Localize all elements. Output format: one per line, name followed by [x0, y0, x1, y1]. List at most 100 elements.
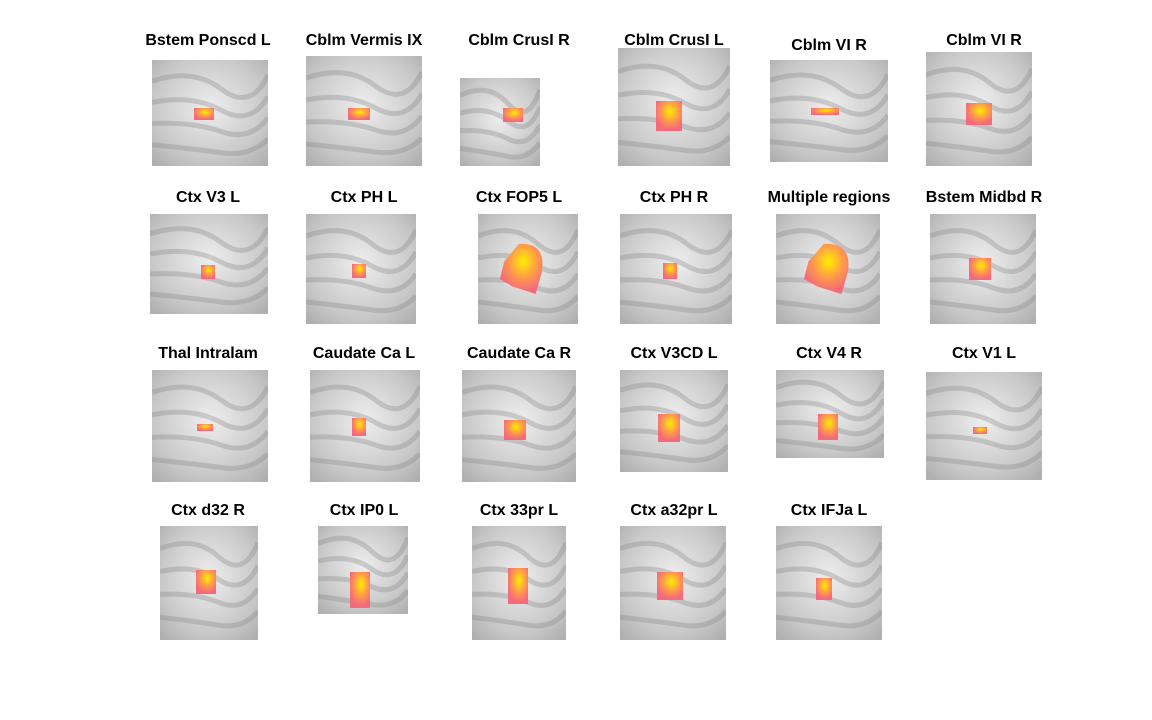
slice-texture — [620, 250, 732, 275]
brain-slice-image — [618, 48, 730, 166]
activation-overlay — [348, 108, 370, 120]
brain-slice-image — [620, 214, 732, 324]
slice-texture — [310, 407, 420, 431]
brain-slice-image — [460, 78, 540, 166]
slice-background — [926, 372, 1042, 480]
slice-texture — [150, 226, 268, 253]
panel-title: Bstem Midbd R — [925, 189, 1043, 206]
slice-texture — [776, 564, 882, 588]
slice-texture — [472, 564, 566, 588]
activation-overlay — [657, 572, 683, 600]
panel-title: Ctx PH R — [639, 189, 709, 206]
slice-graphic — [152, 370, 268, 482]
slice-background — [460, 78, 540, 166]
slice-texture — [160, 587, 258, 608]
brain-slice-image — [160, 526, 258, 640]
slice-texture — [776, 294, 880, 314]
slice-texture — [152, 384, 268, 412]
slice-texture — [926, 385, 1042, 413]
slice-texture — [478, 228, 578, 255]
activation-overlay — [352, 264, 366, 278]
slice-texture — [478, 294, 578, 314]
activation-overlay — [973, 427, 987, 434]
slice-texture — [776, 609, 882, 629]
slice-graphic — [930, 214, 1036, 324]
activation-overlay — [201, 265, 215, 279]
panel-title: Ctx V3CD L — [630, 345, 718, 362]
slice-texture — [460, 140, 540, 160]
slice-texture — [930, 294, 1036, 314]
slice-background — [150, 214, 268, 314]
activation-overlay — [811, 108, 839, 115]
slice-graphic — [150, 214, 268, 314]
slice-texture — [930, 228, 1036, 255]
slice-texture — [160, 540, 258, 568]
slice-texture — [776, 228, 880, 255]
brain-slice-image — [306, 214, 416, 324]
activation-overlay — [658, 414, 680, 442]
brain-slice-image — [926, 52, 1032, 166]
slice-texture — [620, 564, 726, 588]
slice-texture — [620, 382, 728, 410]
slice-texture — [318, 588, 408, 608]
panel-title: Ctx FOP5 L — [475, 189, 563, 206]
slice-graphic — [152, 60, 268, 166]
activation-overlay — [656, 101, 682, 131]
panel-title: Cblm CrusI L — [624, 32, 724, 49]
slice-texture — [620, 443, 728, 463]
brain-slice-image — [776, 526, 882, 640]
activation-overlay — [196, 570, 216, 594]
slice-graphic — [620, 526, 726, 640]
slice-texture — [306, 136, 422, 156]
slice-texture — [462, 407, 576, 431]
activation-overlay — [508, 568, 528, 604]
activation-overlay — [966, 103, 992, 125]
slice-graphic — [776, 370, 884, 458]
brain-slice-image — [152, 60, 268, 166]
brain-slice-image — [776, 214, 880, 324]
slice-texture — [478, 272, 578, 294]
panel-title: Cblm CrusI R — [468, 32, 570, 49]
brain-slice-image — [306, 56, 422, 166]
slice-texture — [620, 228, 732, 255]
panel-title: Caudate Ca L — [312, 345, 416, 362]
activation-overlay — [503, 108, 523, 122]
panel-title: Cblm VI R — [946, 32, 1022, 49]
slice-texture — [310, 429, 420, 451]
slice-texture — [472, 609, 566, 629]
brain-slice-image — [152, 370, 268, 482]
slice-texture — [152, 429, 268, 451]
brain-slice-image — [150, 214, 268, 314]
slice-texture — [306, 294, 416, 314]
activation-overlay — [818, 414, 838, 440]
activation-overlay — [352, 418, 366, 436]
slice-texture — [926, 112, 1032, 134]
slice-texture — [776, 415, 884, 437]
panel-title: Ctx PH L — [330, 189, 398, 206]
panel-title: Cblm Vermis IX — [305, 32, 423, 49]
slice-texture — [152, 407, 268, 431]
slice-texture — [160, 564, 258, 588]
slice-texture — [620, 609, 726, 629]
slice-graphic — [478, 214, 578, 324]
slice-texture — [306, 250, 416, 275]
slice-texture — [306, 70, 422, 97]
slice-texture — [150, 266, 268, 288]
panel-title: Cblm VI R — [791, 37, 867, 54]
slice-texture — [152, 136, 268, 156]
brain-slice-image — [478, 214, 578, 324]
slice-texture — [460, 123, 540, 145]
slice-texture — [462, 429, 576, 451]
slice-texture — [152, 73, 268, 100]
slice-texture — [776, 586, 882, 608]
slice-texture — [776, 540, 882, 568]
slice-graphic — [926, 372, 1042, 480]
brain-slice-image — [310, 370, 420, 482]
slice-texture — [926, 135, 1032, 155]
slice-texture — [620, 586, 726, 608]
slice-texture — [618, 111, 730, 133]
slice-texture — [926, 450, 1042, 470]
activation-overlay — [969, 258, 991, 280]
brain-slice-image — [926, 372, 1042, 480]
